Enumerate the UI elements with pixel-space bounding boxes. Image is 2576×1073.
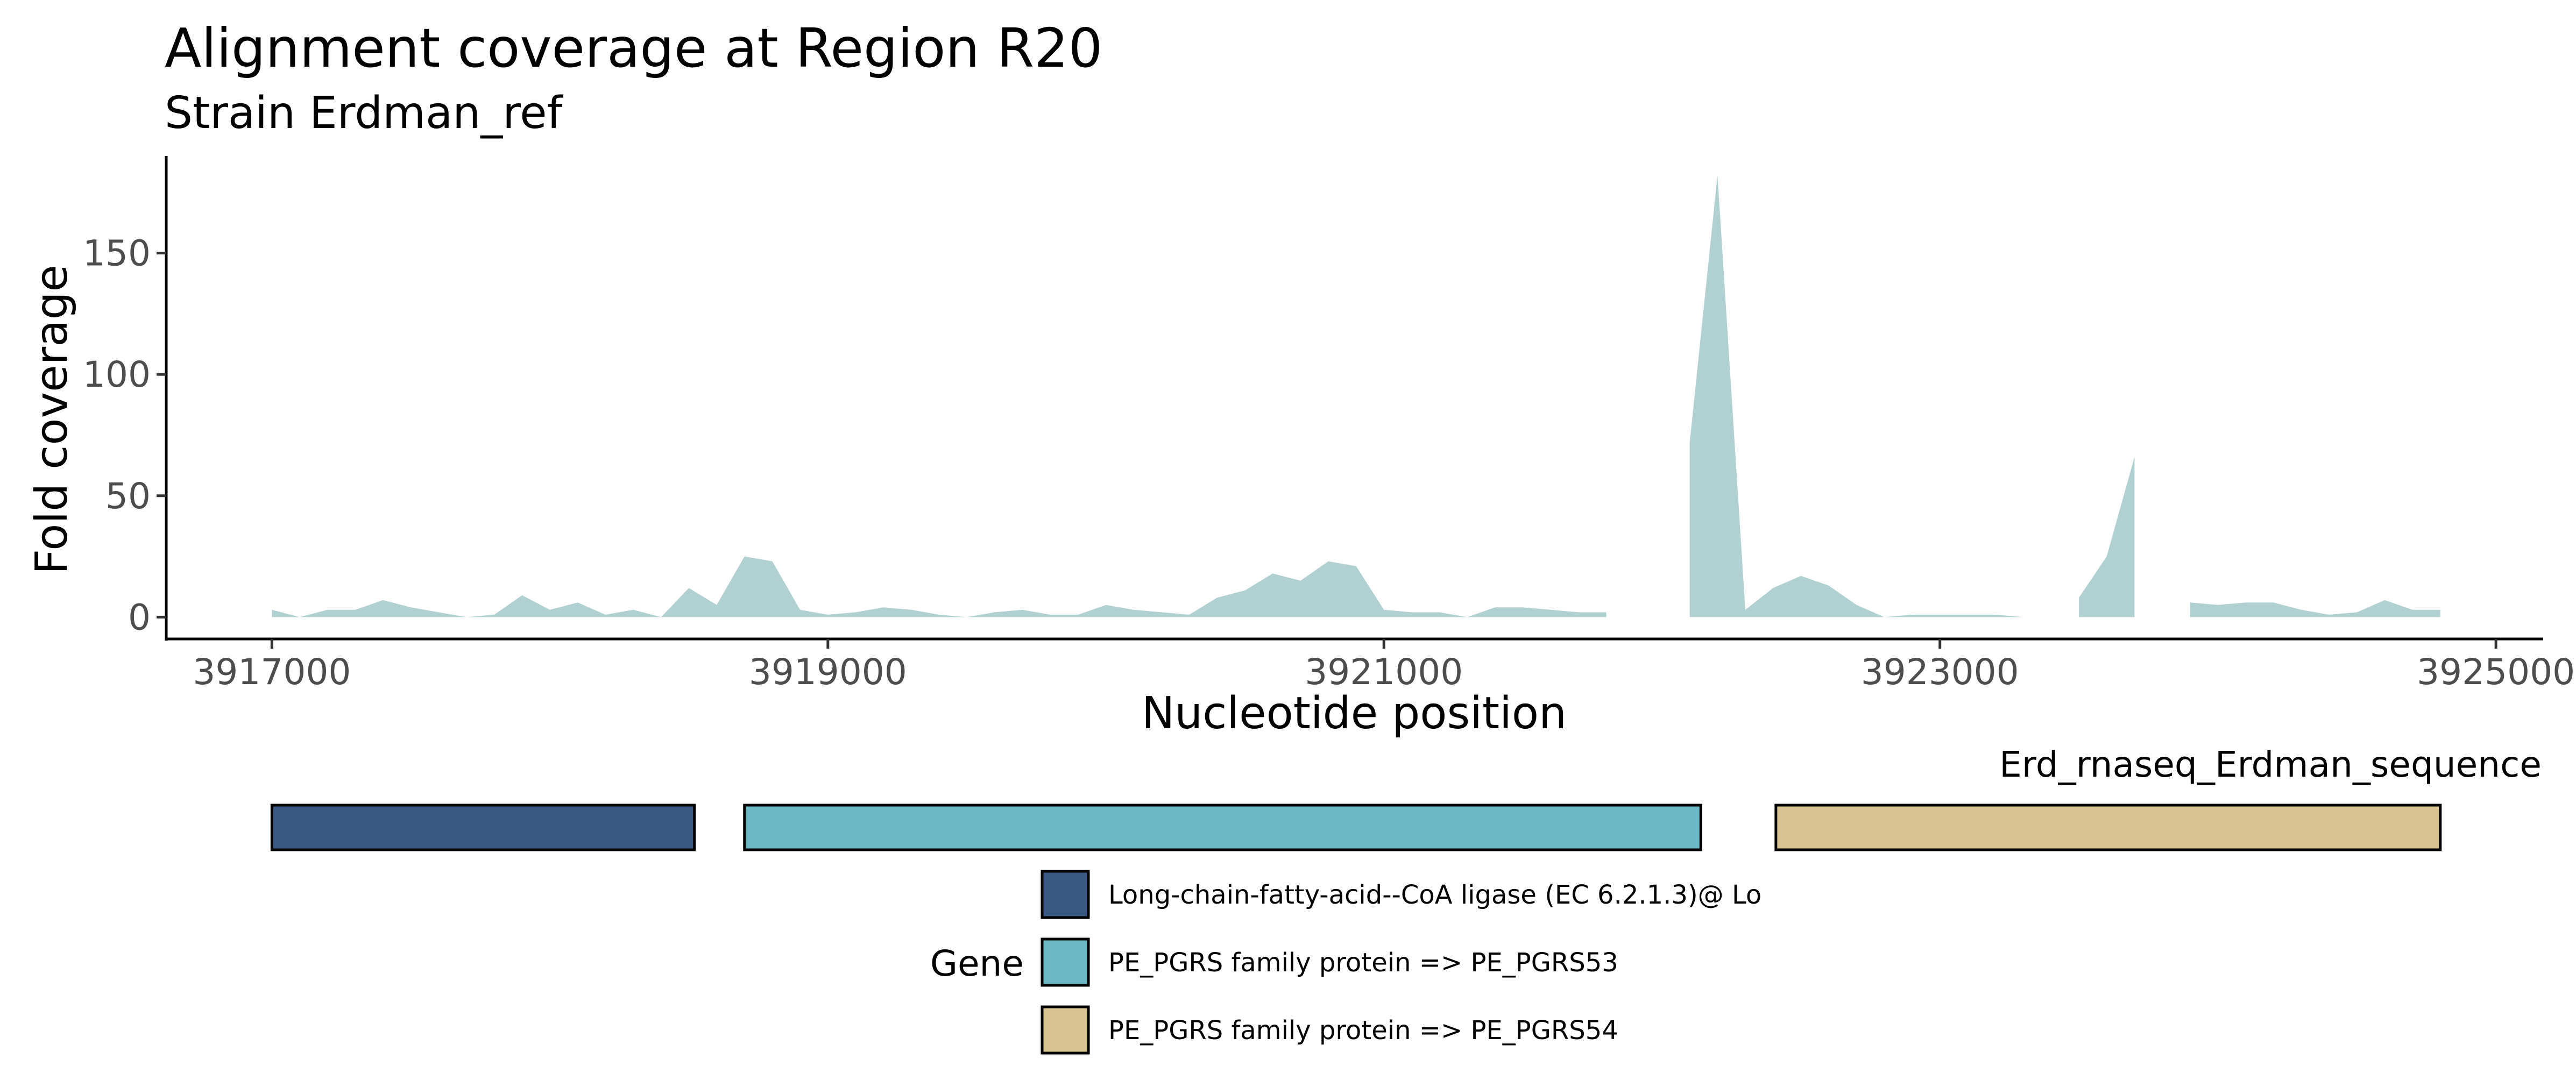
gene-track-label: Erd_rnaseq_Erdman_sequence	[1999, 744, 2542, 785]
y-tick-label: 150	[83, 233, 151, 274]
legend-label: PE_PGRS family protein => PE_PGRS53	[1108, 948, 1618, 978]
gene-box	[270, 804, 696, 851]
chart-title: Alignment coverage at Region R20	[165, 17, 1102, 80]
chart-subtitle: Strain Erdman_ref	[165, 88, 564, 139]
gene-track	[270, 804, 2442, 851]
x-tick-label: 3925000	[2417, 651, 2575, 693]
y-tick-label: 50	[105, 475, 151, 517]
coverage-segment	[2079, 457, 2135, 617]
x-axis-title: Nucleotide position	[1142, 688, 1567, 739]
y-axis-title: Fold coverage	[26, 265, 77, 574]
x-tick-label: 3923000	[1861, 651, 2019, 693]
x-tick-label: 3919000	[749, 651, 907, 693]
coverage-segment	[272, 556, 1607, 617]
legend-title: Gene	[930, 943, 1024, 984]
gene-box	[1774, 804, 2442, 851]
legend-label: PE_PGRS family protein => PE_PGRS54	[1108, 1015, 1618, 1046]
y-tick-label: 100	[83, 354, 151, 395]
coverage-area	[272, 175, 2440, 617]
legend-swatch	[1041, 937, 1090, 987]
x-tick-label: 3917000	[193, 651, 351, 693]
legend-swatch	[1041, 1005, 1090, 1055]
coverage-segment	[2190, 600, 2440, 617]
legend-label: Long-chain-fatty-acid--CoA ligase (EC 6.…	[1108, 880, 1761, 910]
y-tick-label: 0	[128, 596, 151, 638]
legend-swatch	[1041, 870, 1090, 919]
gene-box	[743, 804, 1702, 851]
gene-legend: Long-chain-fatty-acid--CoA ligase (EC 6.…	[1041, 870, 1761, 1055]
x-tick-label: 3921000	[1305, 651, 1463, 693]
coverage-segment	[1689, 175, 2023, 617]
y-axis-ticks: 0 50 100 150	[83, 233, 166, 638]
x-axis-ticks: 3917000 3919000 3921000 3923000 3925000	[193, 639, 2575, 693]
